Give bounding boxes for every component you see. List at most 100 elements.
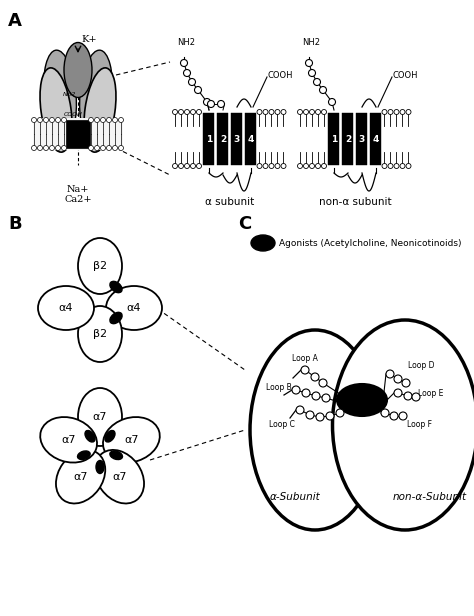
Text: α7: α7 — [124, 435, 138, 445]
Circle shape — [183, 70, 191, 76]
Bar — [66, 120, 90, 148]
Circle shape — [382, 163, 387, 169]
Circle shape — [302, 389, 310, 397]
Bar — [371, 113, 382, 165]
Circle shape — [257, 163, 262, 169]
Circle shape — [301, 366, 309, 374]
Circle shape — [394, 389, 402, 397]
Circle shape — [189, 78, 195, 86]
Circle shape — [399, 412, 407, 420]
Circle shape — [100, 145, 106, 150]
Circle shape — [263, 163, 268, 169]
Circle shape — [412, 393, 420, 401]
Circle shape — [322, 394, 330, 402]
Circle shape — [306, 411, 314, 419]
Ellipse shape — [110, 312, 122, 323]
Ellipse shape — [64, 43, 92, 97]
Text: β2: β2 — [93, 261, 107, 271]
Text: Loop C: Loop C — [269, 420, 295, 429]
Circle shape — [321, 110, 327, 115]
Circle shape — [49, 145, 55, 150]
Circle shape — [218, 100, 225, 108]
Circle shape — [296, 406, 304, 414]
Circle shape — [49, 118, 55, 123]
Text: α4: α4 — [59, 303, 73, 313]
Text: 1: 1 — [331, 134, 337, 144]
Ellipse shape — [332, 320, 474, 530]
Circle shape — [107, 118, 111, 123]
Circle shape — [306, 60, 312, 67]
Text: Agonists (Acetylcholine, Neonicotinoids): Agonists (Acetylcholine, Neonicotinoids) — [279, 238, 462, 248]
Circle shape — [400, 110, 405, 115]
Text: K+: K+ — [81, 35, 97, 44]
Circle shape — [388, 163, 393, 169]
Text: NH2: NH2 — [177, 38, 195, 47]
Circle shape — [311, 373, 319, 381]
Circle shape — [269, 110, 274, 115]
Circle shape — [184, 163, 190, 169]
Circle shape — [197, 110, 201, 115]
Circle shape — [112, 145, 118, 150]
Circle shape — [44, 145, 48, 150]
Circle shape — [197, 163, 201, 169]
Ellipse shape — [251, 235, 275, 251]
Ellipse shape — [105, 431, 115, 442]
Bar — [328, 113, 339, 165]
Text: 1: 1 — [206, 134, 212, 144]
Text: α subunit: α subunit — [205, 197, 255, 207]
Text: α4: α4 — [127, 303, 141, 313]
Circle shape — [118, 118, 124, 123]
Circle shape — [394, 375, 402, 383]
Text: Ca2+: Ca2+ — [64, 195, 92, 204]
Circle shape — [298, 110, 302, 115]
Circle shape — [402, 379, 410, 387]
Ellipse shape — [78, 451, 90, 460]
Circle shape — [310, 163, 315, 169]
Circle shape — [37, 118, 43, 123]
Circle shape — [112, 118, 118, 123]
Circle shape — [281, 163, 286, 169]
Circle shape — [263, 110, 268, 115]
Text: 3: 3 — [234, 134, 240, 144]
Bar — [343, 113, 354, 165]
Ellipse shape — [40, 417, 97, 463]
Circle shape — [406, 163, 411, 169]
Circle shape — [173, 110, 177, 115]
Circle shape — [319, 86, 327, 94]
Circle shape — [208, 100, 215, 108]
Text: non-α subunit: non-α subunit — [319, 197, 392, 207]
Circle shape — [118, 145, 124, 150]
Circle shape — [316, 110, 320, 115]
Text: B: B — [8, 215, 22, 233]
Circle shape — [179, 110, 183, 115]
Circle shape — [100, 118, 106, 123]
Text: Loop F: Loop F — [407, 420, 432, 429]
Text: α-Subunit: α-Subunit — [270, 492, 320, 502]
Circle shape — [94, 118, 100, 123]
Circle shape — [406, 110, 411, 115]
Ellipse shape — [337, 384, 387, 416]
Text: COOH: COOH — [64, 113, 82, 118]
Bar — [218, 113, 228, 165]
Text: NH2: NH2 — [64, 92, 77, 97]
Circle shape — [336, 409, 344, 417]
Text: Loop A: Loop A — [292, 354, 318, 363]
Ellipse shape — [40, 68, 72, 152]
Circle shape — [310, 110, 315, 115]
Bar — [231, 113, 243, 165]
Bar — [356, 113, 367, 165]
Circle shape — [184, 110, 190, 115]
Text: α7: α7 — [112, 472, 127, 482]
Circle shape — [275, 110, 280, 115]
Ellipse shape — [38, 286, 94, 330]
Text: α7: α7 — [61, 435, 76, 445]
Text: Loop E: Loop E — [418, 389, 443, 397]
Circle shape — [388, 110, 393, 115]
Ellipse shape — [78, 388, 122, 446]
Text: 4: 4 — [373, 134, 379, 144]
Text: Loop B: Loop B — [266, 384, 292, 392]
Bar — [203, 113, 215, 165]
Circle shape — [55, 118, 61, 123]
Circle shape — [292, 386, 300, 394]
Text: α7: α7 — [93, 412, 107, 422]
